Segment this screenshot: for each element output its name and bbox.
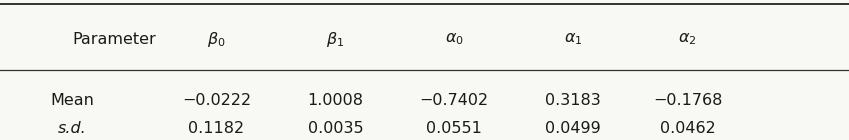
Text: 0.3183: 0.3183	[545, 93, 601, 108]
Text: −0.1768: −0.1768	[653, 93, 722, 108]
Text: 0.0035: 0.0035	[307, 121, 363, 136]
Text: Mean: Mean	[50, 93, 94, 108]
Text: $\alpha_1$: $\alpha_1$	[564, 31, 582, 47]
Text: 0.0462: 0.0462	[660, 121, 716, 136]
Text: −0.0222: −0.0222	[182, 93, 251, 108]
Text: s.d.: s.d.	[58, 121, 87, 136]
Text: 0.0499: 0.0499	[545, 121, 601, 136]
Text: Parameter: Parameter	[72, 32, 156, 47]
Text: $\alpha_0$: $\alpha_0$	[445, 31, 464, 47]
Text: 1.0008: 1.0008	[307, 93, 363, 108]
Text: 0.0551: 0.0551	[426, 121, 482, 136]
Text: 0.1182: 0.1182	[188, 121, 245, 136]
Text: $\beta_0$: $\beta_0$	[207, 30, 226, 49]
Text: $\alpha_2$: $\alpha_2$	[678, 31, 697, 47]
Text: −0.7402: −0.7402	[419, 93, 489, 108]
Text: $\beta_1$: $\beta_1$	[326, 30, 345, 49]
